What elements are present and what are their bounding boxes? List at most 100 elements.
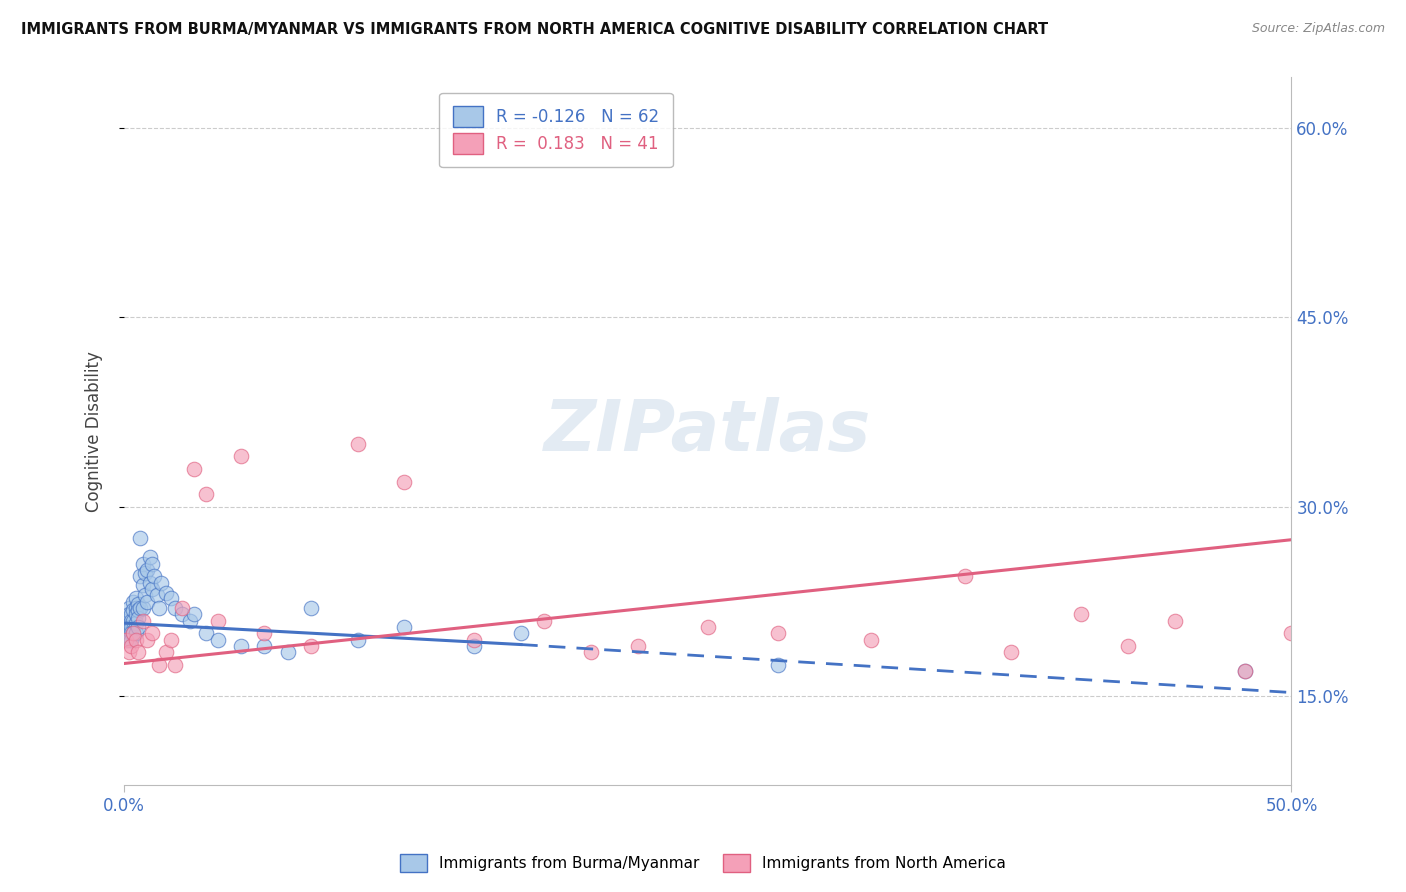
Point xyxy=(143,569,166,583)
Point xyxy=(132,601,155,615)
Point xyxy=(129,601,152,615)
Point xyxy=(136,632,159,647)
Point xyxy=(148,601,170,615)
Point xyxy=(510,626,533,640)
Point xyxy=(120,626,142,640)
Point xyxy=(183,607,205,622)
Point xyxy=(1374,632,1396,647)
Point xyxy=(141,557,163,571)
Point xyxy=(533,614,555,628)
Point xyxy=(1233,664,1256,678)
Point xyxy=(155,645,177,659)
Point xyxy=(125,616,148,631)
Point xyxy=(139,550,162,565)
Point xyxy=(172,607,194,622)
Point xyxy=(115,632,138,647)
Point xyxy=(115,632,138,647)
Point xyxy=(134,566,156,580)
Point xyxy=(150,575,173,590)
Point xyxy=(346,632,368,647)
Point xyxy=(136,594,159,608)
Point xyxy=(122,603,145,617)
Point xyxy=(125,601,148,615)
Point xyxy=(1281,626,1303,640)
Point xyxy=(125,607,148,622)
Point xyxy=(696,620,718,634)
Point xyxy=(122,626,145,640)
Point xyxy=(463,639,485,653)
Point xyxy=(766,626,789,640)
Point xyxy=(127,620,149,634)
Point xyxy=(141,626,163,640)
Point xyxy=(299,639,322,653)
Point xyxy=(120,614,142,628)
Point xyxy=(766,657,789,672)
Point xyxy=(165,657,187,672)
Point xyxy=(125,591,148,605)
Point xyxy=(953,569,976,583)
Point xyxy=(179,614,201,628)
Point xyxy=(253,639,276,653)
Point xyxy=(127,603,149,617)
Point xyxy=(115,614,138,628)
Point xyxy=(120,639,142,653)
Point xyxy=(394,620,416,634)
Point xyxy=(120,632,142,647)
Point xyxy=(194,626,217,640)
Point xyxy=(207,614,229,628)
Point xyxy=(127,597,149,611)
Point xyxy=(1000,645,1022,659)
Point xyxy=(1116,639,1139,653)
Point xyxy=(1327,645,1350,659)
Point xyxy=(394,475,416,489)
Point xyxy=(146,588,169,602)
Point xyxy=(229,639,252,653)
Point xyxy=(120,607,142,622)
Point xyxy=(118,601,141,615)
Point xyxy=(129,532,152,546)
Point xyxy=(136,563,159,577)
Legend: R = -0.126   N = 62, R =  0.183   N = 41: R = -0.126 N = 62, R = 0.183 N = 41 xyxy=(440,93,672,167)
Point xyxy=(159,591,181,605)
Legend: Immigrants from Burma/Myanmar, Immigrants from North America: Immigrants from Burma/Myanmar, Immigrant… xyxy=(392,846,1014,880)
Point xyxy=(118,645,141,659)
Point xyxy=(127,645,149,659)
Point xyxy=(139,575,162,590)
Point xyxy=(463,632,485,647)
Point xyxy=(172,601,194,615)
Point xyxy=(1070,607,1092,622)
Point xyxy=(118,626,141,640)
Point xyxy=(122,594,145,608)
Point xyxy=(120,620,142,634)
Point xyxy=(579,645,602,659)
Point xyxy=(141,582,163,596)
Point xyxy=(132,557,155,571)
Point xyxy=(125,632,148,647)
Point xyxy=(1164,614,1187,628)
Point xyxy=(194,487,217,501)
Point xyxy=(253,626,276,640)
Y-axis label: Cognitive Disability: Cognitive Disability xyxy=(86,351,103,511)
Point xyxy=(129,569,152,583)
Point xyxy=(207,632,229,647)
Text: Source: ZipAtlas.com: Source: ZipAtlas.com xyxy=(1251,22,1385,36)
Point xyxy=(1233,664,1256,678)
Point xyxy=(299,601,322,615)
Point xyxy=(134,588,156,602)
Point xyxy=(860,632,883,647)
Point xyxy=(132,614,155,628)
Point xyxy=(115,620,138,634)
Point xyxy=(277,645,299,659)
Text: IMMIGRANTS FROM BURMA/MYANMAR VS IMMIGRANTS FROM NORTH AMERICA COGNITIVE DISABIL: IMMIGRANTS FROM BURMA/MYANMAR VS IMMIGRA… xyxy=(21,22,1049,37)
Point xyxy=(122,626,145,640)
Point xyxy=(148,657,170,672)
Point xyxy=(159,632,181,647)
Point xyxy=(118,620,141,634)
Point xyxy=(122,614,145,628)
Point xyxy=(165,601,187,615)
Point xyxy=(127,611,149,625)
Text: ZIPatlas: ZIPatlas xyxy=(544,397,872,466)
Point xyxy=(155,586,177,600)
Point xyxy=(132,578,155,592)
Point xyxy=(229,450,252,464)
